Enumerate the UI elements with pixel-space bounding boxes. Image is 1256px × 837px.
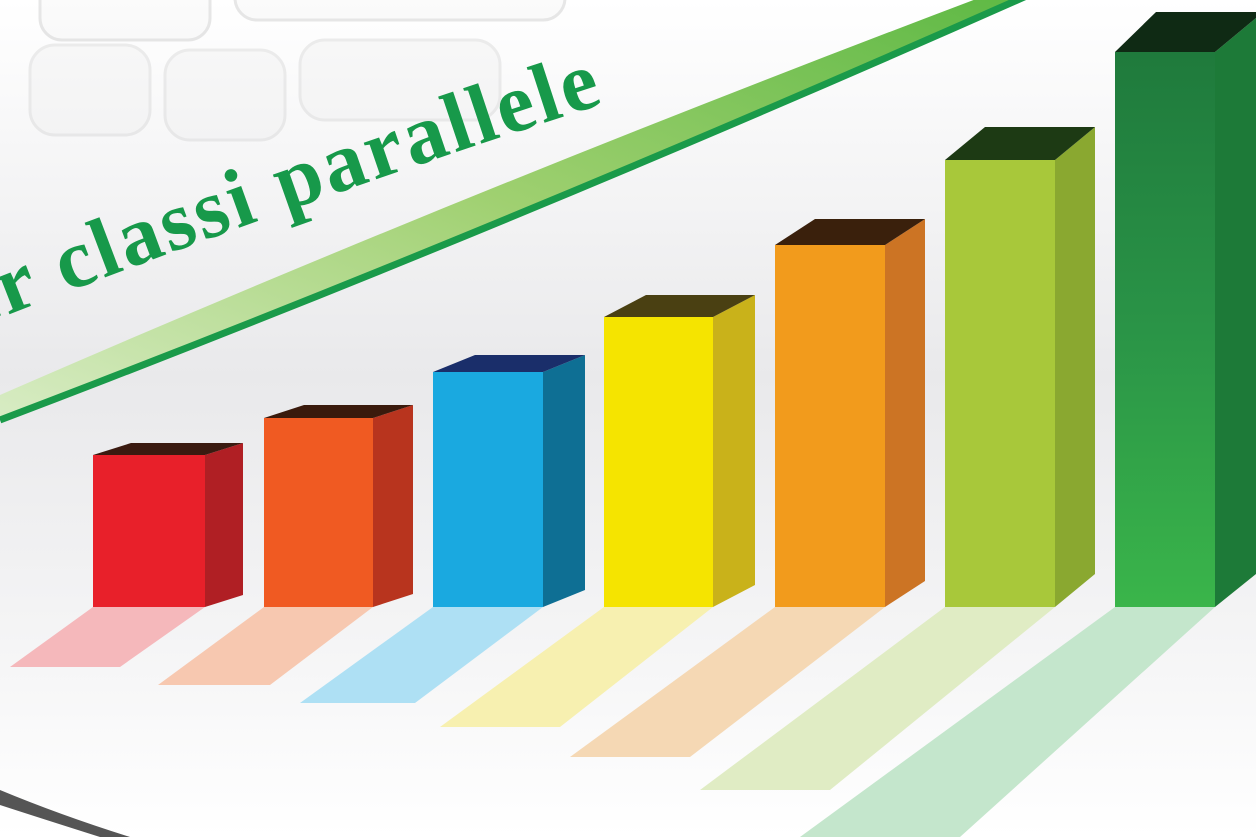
keyboard-keys xyxy=(28,0,567,142)
bar-shadows xyxy=(10,607,1215,837)
swoosh-edge xyxy=(0,0,1027,424)
bars xyxy=(93,12,1256,607)
swoosh xyxy=(0,0,1018,420)
